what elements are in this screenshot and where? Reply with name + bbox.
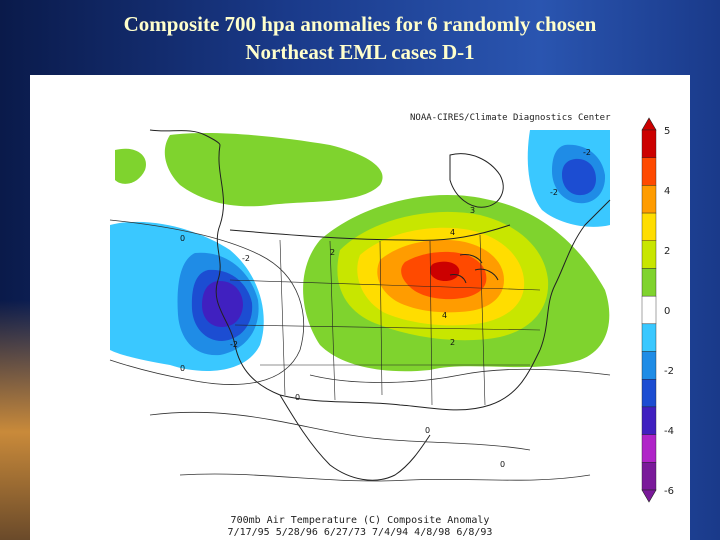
geographic-outlines xyxy=(149,129,611,481)
contour-label-5: 0 xyxy=(180,234,185,243)
coastline-east xyxy=(539,199,611,351)
coastline-alaska xyxy=(149,129,221,146)
warm-anomaly-core xyxy=(430,261,460,281)
hudson-bay xyxy=(449,153,504,208)
contour-zero-far-south xyxy=(179,473,591,482)
warm-anomaly-west xyxy=(115,148,146,184)
contour-zero-east xyxy=(309,368,611,383)
contour-label-7: 0 xyxy=(295,393,300,402)
legend-tick-label: 2 xyxy=(664,246,670,257)
contour-label-13: 4 xyxy=(450,228,455,237)
legend-swatch xyxy=(641,268,657,297)
legend-swatch xyxy=(641,157,657,186)
coastline-gulf xyxy=(279,349,541,411)
legend-tick-label: -2 xyxy=(664,366,674,377)
legend-swatch xyxy=(641,129,657,158)
us-canada-border xyxy=(229,224,511,241)
legend-swatch xyxy=(641,295,657,325)
contour-label-3: -2 xyxy=(583,148,591,157)
legend-swatch xyxy=(641,323,657,352)
contour-labels: -2 -2 -2 -2 0 0 0 0 0 2 2 3 4 4 xyxy=(180,148,591,469)
contour-label-12: 3 xyxy=(470,206,475,215)
legend-swatch xyxy=(641,185,657,214)
anomaly-map: -2 -2 -2 -2 0 0 0 0 0 2 2 3 4 4 5 4 2 0 -2 -4… xyxy=(109,117,674,503)
contour-label-11: 2 xyxy=(330,248,335,257)
slide-title: Composite 700 hpa anomalies for 6 random… xyxy=(40,10,680,66)
contour-label-1: -2 xyxy=(242,254,250,263)
legend-arrow-top xyxy=(641,117,657,131)
legend-swatch xyxy=(641,351,657,380)
slide-title-line-2: Northeast EML cases D-1 xyxy=(245,40,475,64)
legend-swatch xyxy=(641,240,657,269)
slide-title-line-1: Composite 700 hpa anomalies for 6 random… xyxy=(123,12,597,36)
coastline-mexico xyxy=(279,394,431,481)
color-legend: 5 4 2 0 -2 -4 -6 xyxy=(641,117,674,503)
contour-label-10: 2 xyxy=(450,338,455,347)
warm-anomaly-northwest xyxy=(164,133,383,207)
state-lines xyxy=(229,234,541,406)
contour-lines xyxy=(109,219,611,482)
cold-anomaly-core xyxy=(202,280,243,327)
cold-anomaly-northeast-deep xyxy=(562,158,596,196)
legend-tick-label: -6 xyxy=(664,486,674,497)
contour-label-6: 0 xyxy=(180,364,185,373)
anomaly-fields xyxy=(110,130,610,372)
contour-label-14: 4 xyxy=(442,311,447,320)
legend-tick-label: 5 xyxy=(664,126,670,137)
legend-arrow-bottom xyxy=(641,489,657,503)
legend-tick-label: 4 xyxy=(664,186,670,197)
map-footer-title: 700mb Air Temperature (C) Composite Anom… xyxy=(230,515,490,526)
contour-zero-south xyxy=(149,411,531,451)
legend-swatch xyxy=(641,434,657,463)
contour-label-4: -2 xyxy=(550,188,558,197)
coastline-west xyxy=(215,144,281,396)
contour-label-2: -2 xyxy=(230,340,238,349)
legend-tick-label: 0 xyxy=(664,306,670,317)
map-source-header: NOAA-CIRES/Climate Diagnostics Center xyxy=(410,113,611,123)
contour-label-8: 0 xyxy=(425,426,430,435)
anomaly-map-panel: -2 -2 -2 -2 0 0 0 0 0 2 2 3 4 4 5 4 2 0 -2 -4… xyxy=(30,75,690,540)
contour-label-9: 0 xyxy=(500,460,505,469)
map-footer-dates: 7/17/95 5/28/96 6/27/73 7/4/94 4/8/98 6/… xyxy=(227,527,493,538)
legend-swatch xyxy=(641,406,657,435)
legend-swatch xyxy=(641,379,657,408)
legend-tick-label: -4 xyxy=(664,426,674,437)
contour-zero-west xyxy=(109,219,304,385)
legend-swatch xyxy=(641,462,657,491)
legend-swatch xyxy=(641,212,657,241)
